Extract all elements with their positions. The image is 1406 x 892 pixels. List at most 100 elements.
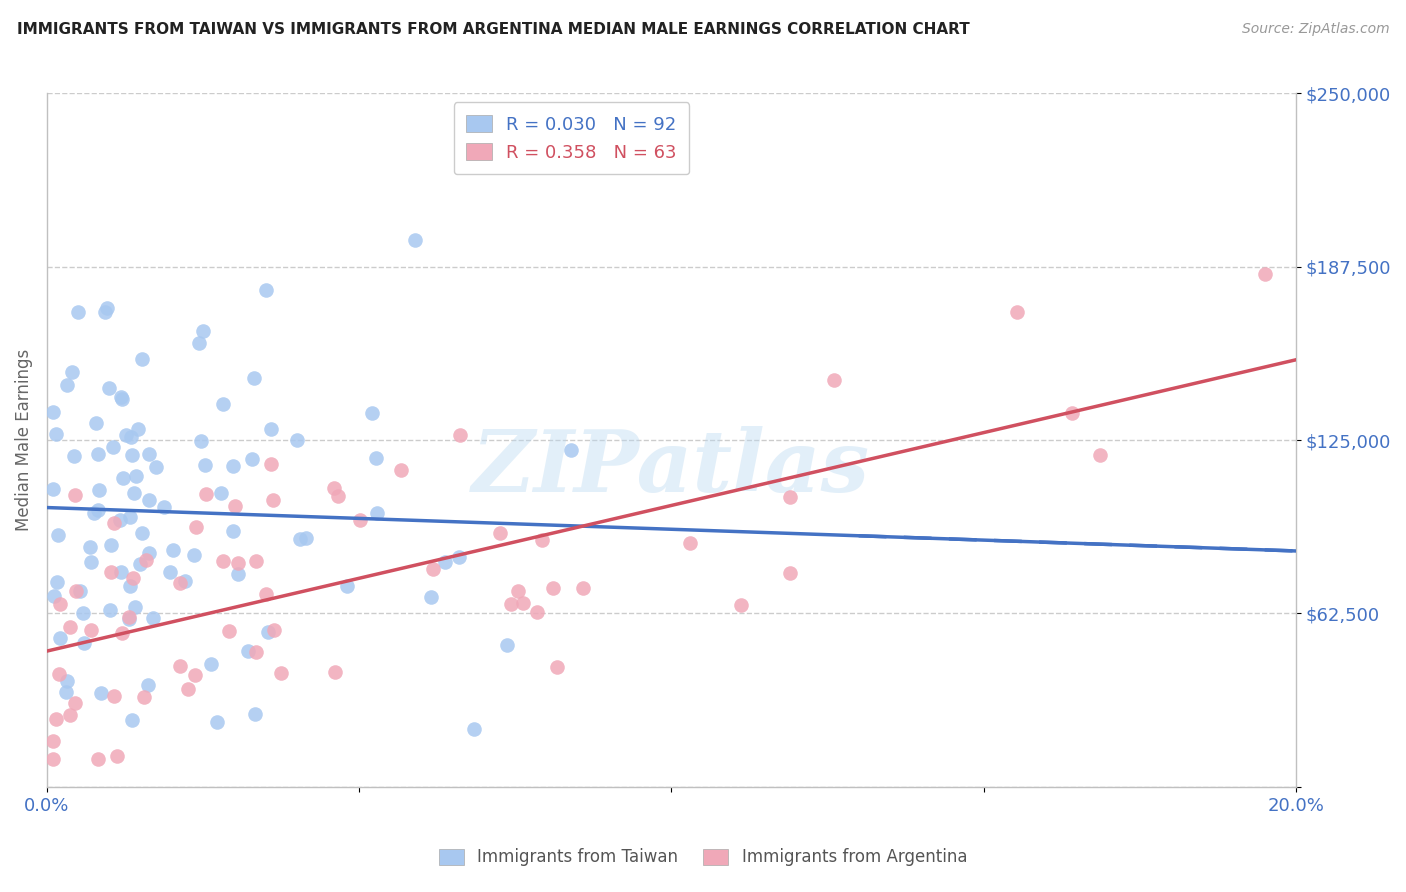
Point: [138, 678, 160, 692]
Point: [98, 381, 121, 395]
Legend: Immigrants from Taiwan, Immigrants from Argentina: Immigrants from Taiwan, Immigrants from …: [432, 842, 974, 873]
Point: [84, 417, 107, 431]
Point: [1253, 267, 1275, 281]
Point: [138, 447, 160, 461]
Point: [46, 574, 69, 589]
Point: [100, 565, 122, 579]
Point: [125, 468, 148, 483]
Point: [118, 510, 141, 524]
Point: [541, 581, 564, 595]
Point: [209, 486, 232, 500]
Text: ZIPatlas: ZIPatlas: [472, 426, 870, 509]
Point: [121, 713, 143, 727]
Point: [489, 526, 512, 541]
Point: [93, 305, 115, 319]
Point: [245, 645, 267, 659]
Point: [389, 463, 412, 477]
Point: [60, 365, 83, 379]
Point: [145, 459, 167, 474]
Point: [79, 623, 101, 637]
Point: [205, 714, 228, 729]
Point: [447, 549, 470, 564]
Point: [285, 434, 308, 448]
Point: [254, 587, 277, 601]
Point: [243, 707, 266, 722]
Point: [90, 686, 112, 700]
Point: [86, 447, 108, 461]
Point: [115, 427, 138, 442]
Point: [72, 606, 94, 620]
Point: [1060, 406, 1083, 420]
Point: [263, 623, 285, 637]
Point: [108, 513, 131, 527]
Point: [779, 566, 801, 581]
Point: [48, 667, 70, 681]
Point: [118, 610, 141, 624]
Point: [58, 707, 80, 722]
Point: [730, 598, 752, 612]
Point: [124, 599, 146, 614]
Point: [87, 483, 110, 498]
Point: [100, 603, 122, 617]
Point: [177, 682, 200, 697]
Point: [169, 659, 191, 673]
Point: [1005, 305, 1028, 319]
Point: [323, 665, 346, 680]
Point: [67, 305, 90, 319]
Point: [159, 565, 181, 579]
Point: [111, 392, 134, 406]
Point: [245, 554, 267, 568]
Point: [69, 583, 91, 598]
Point: [138, 493, 160, 508]
Point: [571, 581, 593, 595]
Point: [132, 690, 155, 704]
Point: [117, 612, 139, 626]
Point: [195, 486, 218, 500]
Point: [80, 555, 103, 569]
Point: [142, 611, 165, 625]
Point: [49, 632, 72, 646]
Point: [169, 575, 191, 590]
Point: [111, 625, 134, 640]
Point: [336, 579, 359, 593]
Point: [110, 565, 132, 579]
Point: [100, 538, 122, 552]
Point: [86, 503, 108, 517]
Point: [131, 526, 153, 541]
Point: [42, 752, 65, 766]
Point: [823, 373, 845, 387]
Point: [366, 451, 388, 466]
Point: [243, 371, 266, 385]
Point: [127, 422, 149, 436]
Point: [546, 659, 568, 673]
Point: [112, 471, 135, 485]
Point: [63, 449, 86, 463]
Point: [190, 434, 212, 448]
Point: [45, 712, 67, 726]
Point: [49, 597, 72, 611]
Point: [42, 482, 65, 496]
Point: [42, 405, 65, 419]
Point: [560, 442, 582, 457]
Point: [122, 485, 145, 500]
Point: [118, 579, 141, 593]
Point: [508, 584, 530, 599]
Point: [326, 489, 349, 503]
Point: [240, 452, 263, 467]
Point: [288, 532, 311, 546]
Point: [526, 605, 548, 619]
Point: [224, 499, 246, 513]
Point: [262, 493, 284, 508]
Point: [512, 596, 534, 610]
Point: [222, 524, 245, 538]
Point: [46, 528, 69, 542]
Point: [420, 590, 443, 604]
Point: [366, 506, 388, 520]
Point: [120, 429, 142, 443]
Point: [63, 487, 86, 501]
Text: IMMIGRANTS FROM TAIWAN VS IMMIGRANTS FROM ARGENTINA MEDIAN MALE EARNINGS CORRELA: IMMIGRANTS FROM TAIWAN VS IMMIGRANTS FRO…: [17, 22, 970, 37]
Point: [187, 335, 209, 350]
Point: [422, 562, 444, 576]
Point: [152, 500, 174, 515]
Point: [55, 673, 77, 688]
